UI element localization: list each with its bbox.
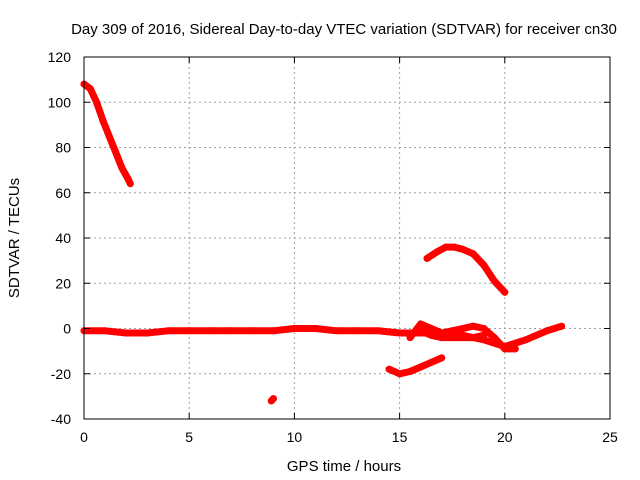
data-layer	[80, 80, 566, 405]
x-tick-label: 5	[185, 429, 193, 445]
data-point	[427, 325, 435, 332]
data-point	[354, 327, 361, 335]
data-point	[290, 325, 298, 332]
data-point	[143, 329, 151, 337]
data-point	[459, 245, 467, 253]
data-point	[427, 358, 435, 366]
data-point	[480, 325, 488, 332]
data-point	[227, 327, 235, 335]
data-point	[112, 148, 120, 156]
data-point	[442, 243, 450, 251]
data-point	[459, 334, 467, 342]
data-point	[448, 327, 456, 335]
data-point	[118, 164, 126, 172]
y-tick-label: 40	[55, 230, 71, 246]
data-point	[333, 327, 340, 335]
data-point	[511, 345, 519, 353]
data-point	[438, 334, 446, 342]
data-point	[93, 98, 101, 106]
data-point	[450, 243, 458, 251]
y-axis-label: SDTVAR / TECUs	[6, 178, 23, 298]
data-point	[311, 325, 319, 332]
x-tick-label: 10	[287, 429, 303, 445]
data-point	[417, 320, 425, 328]
y-tick-label: 0	[63, 321, 71, 337]
data-point	[269, 327, 277, 335]
data-point	[522, 336, 530, 344]
data-point	[185, 327, 193, 335]
data-point	[101, 327, 109, 335]
data-point	[438, 354, 446, 362]
data-point	[385, 365, 393, 373]
chart-title: Day 309 of 2016, Sidereal Day-to-day VTE…	[71, 21, 617, 38]
x-tick-label: 15	[392, 429, 408, 445]
y-tick-label: -40	[51, 411, 71, 427]
data-point	[469, 250, 477, 258]
data-point	[469, 322, 477, 330]
y-tick-label: 60	[55, 185, 71, 201]
y-tick-label: 80	[55, 140, 71, 156]
data-point	[406, 334, 414, 342]
y-tick-label: 20	[55, 275, 71, 291]
data-point	[501, 288, 509, 296]
data-point	[543, 327, 551, 335]
x-axis-label: GPS time / hours	[287, 458, 401, 475]
data-point	[248, 327, 256, 335]
data-point	[480, 261, 488, 269]
data-point	[99, 116, 107, 124]
y-tick-label: 120	[48, 49, 72, 65]
y-tick-label: -20	[51, 366, 71, 382]
data-point	[417, 363, 425, 371]
data-point	[375, 327, 383, 335]
data-point	[406, 368, 414, 375]
data-point	[122, 329, 130, 337]
data-point	[269, 395, 277, 403]
data-point	[490, 334, 498, 342]
data-point	[448, 334, 456, 342]
data-point	[206, 327, 214, 335]
data-point	[126, 180, 134, 188]
data-point	[480, 331, 488, 339]
x-tick-label: 20	[497, 429, 513, 445]
data-point	[86, 85, 94, 93]
x-tick-label: 25	[602, 429, 618, 445]
data-point	[417, 327, 425, 335]
series-baseline-track	[80, 322, 566, 351]
data-point	[396, 370, 404, 378]
y-tick-label: 100	[48, 94, 72, 110]
grid	[84, 57, 610, 419]
data-point	[490, 277, 498, 285]
data-point	[105, 132, 113, 140]
data-point	[469, 334, 477, 342]
data-point	[434, 248, 441, 256]
data-point	[423, 254, 431, 262]
data-point	[501, 345, 509, 353]
data-point	[459, 325, 467, 332]
data-point	[164, 327, 172, 335]
data-point	[396, 329, 404, 337]
ticks: 0 5 10 15 20 25 -40 -20 0 20 40 60 80 100 120	[48, 49, 618, 445]
data-point	[558, 322, 566, 330]
x-tick-label: 0	[80, 429, 88, 445]
data-point	[427, 331, 435, 339]
